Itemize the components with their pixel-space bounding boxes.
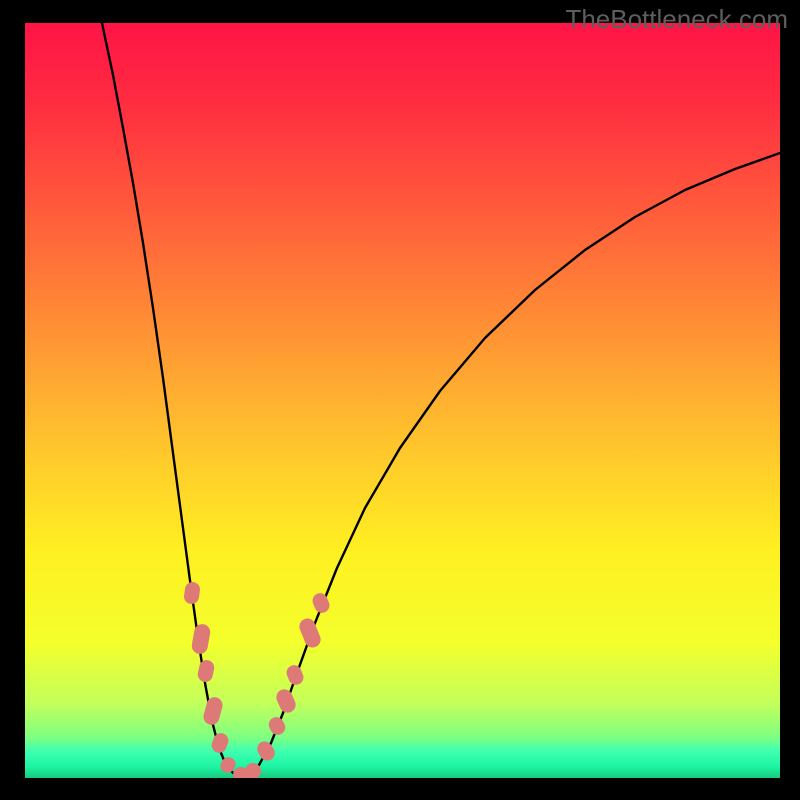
curve-left-branch (102, 23, 240, 776)
plot-area (25, 23, 780, 778)
chart-stage: TheBottleneck.com (0, 0, 800, 800)
v-curve (25, 23, 780, 778)
watermark-text: TheBottleneck.com (565, 4, 788, 35)
curve-right-branch (240, 153, 780, 776)
